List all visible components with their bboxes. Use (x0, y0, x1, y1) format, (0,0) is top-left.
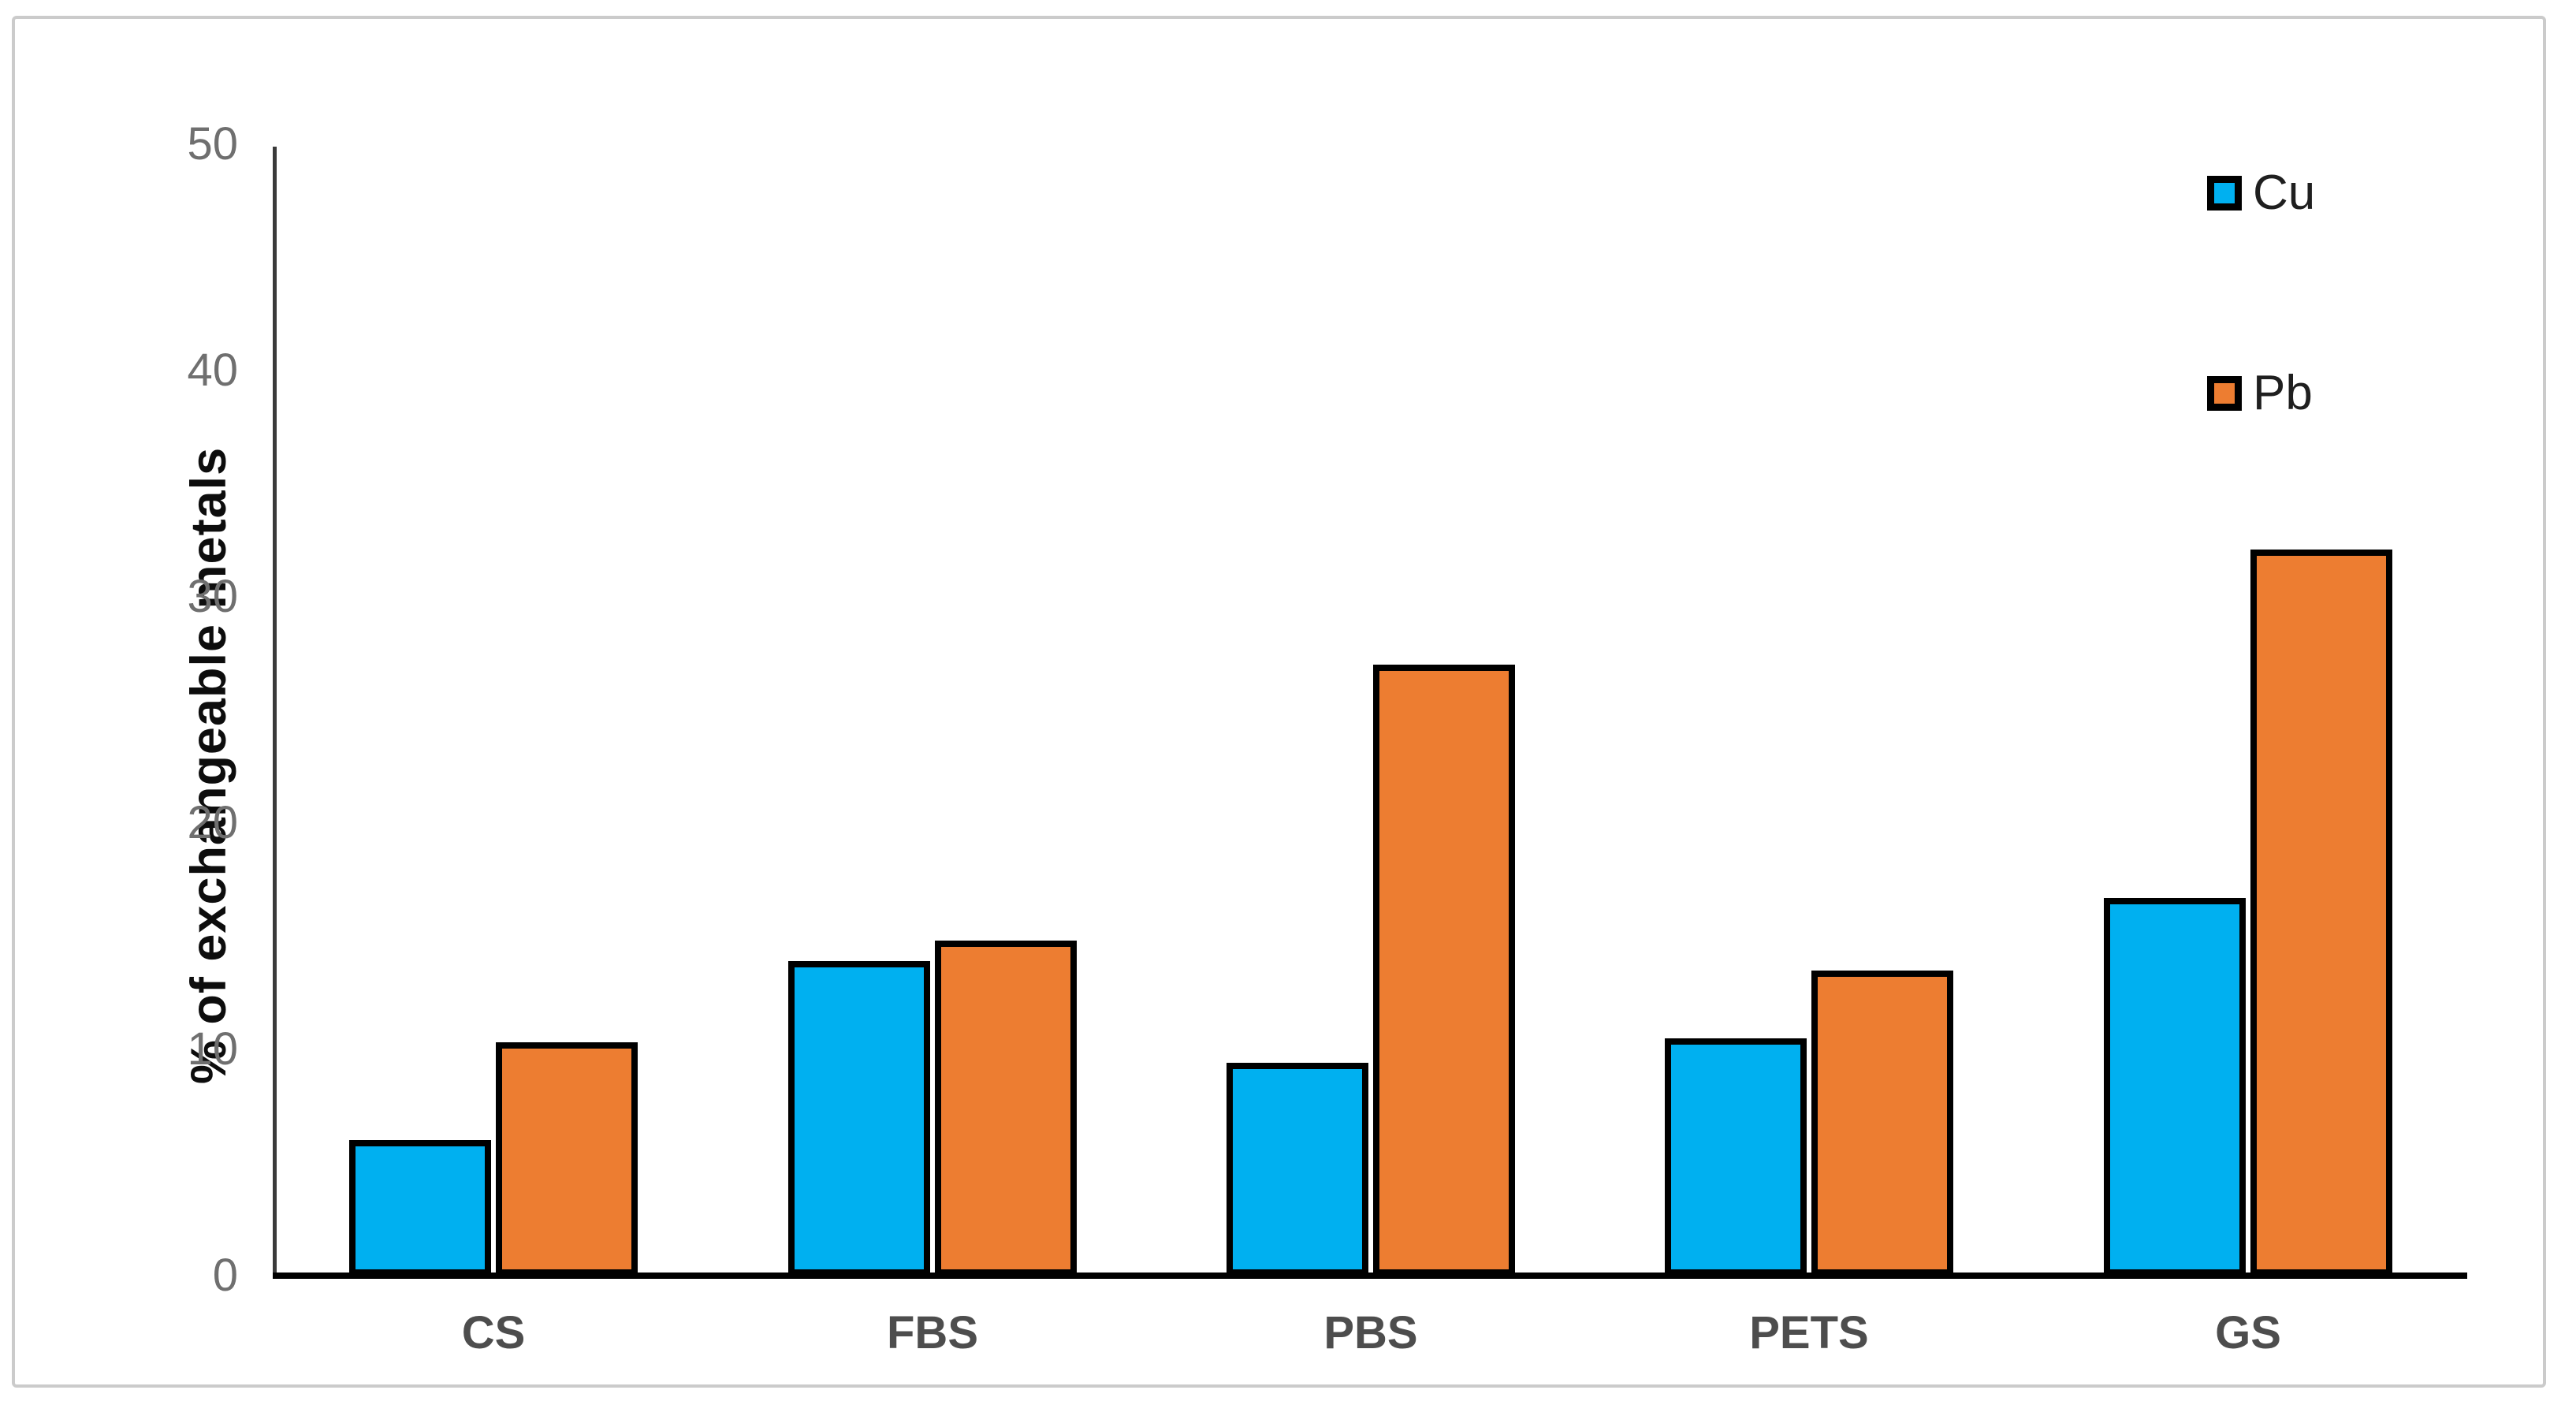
bar-pbs-pb (1373, 665, 1515, 1276)
y-tick-label-50: 50 (187, 118, 238, 170)
bar-gs-cu (2104, 898, 2246, 1276)
x-label-pbs: PBS (1323, 1307, 1418, 1358)
legend-label-pb: Pb (2253, 366, 2313, 420)
x-axis-line (273, 1273, 2467, 1279)
bar-cs-cu (349, 1140, 491, 1276)
y-axis-line (273, 147, 277, 1276)
y-axis-title: % of exchangeable metals (181, 446, 236, 1085)
figure-border (12, 16, 2546, 1388)
legend-item-cu: Cu (2207, 169, 2315, 218)
legend-swatch-pb (2207, 376, 2242, 411)
legend-item-pb: Pb (2207, 369, 2313, 418)
bar-gs-pb (2250, 550, 2392, 1276)
x-label-gs: GS (2215, 1307, 2281, 1358)
bar-pets-pb (1811, 971, 1953, 1276)
bar-pbs-cu (1227, 1063, 1368, 1276)
y-tick-label-0: 0 (212, 1250, 238, 1301)
legend-swatch-cu (2207, 176, 2242, 211)
bar-pets-cu (1665, 1038, 1807, 1276)
legend-label-cu: Cu (2253, 166, 2316, 220)
x-label-fbs: FBS (887, 1307, 978, 1358)
y-tick-label-20: 20 (187, 797, 238, 848)
bar-fbs-pb (935, 941, 1077, 1276)
y-tick-label-10: 10 (187, 1023, 238, 1075)
x-label-cs: CS (461, 1307, 526, 1358)
bar-fbs-cu (788, 961, 930, 1276)
y-tick-label-30: 30 (187, 571, 238, 622)
y-tick-label-40: 40 (187, 345, 238, 396)
bar-cs-pb (496, 1042, 638, 1276)
x-label-pets: PETS (1749, 1307, 1869, 1358)
